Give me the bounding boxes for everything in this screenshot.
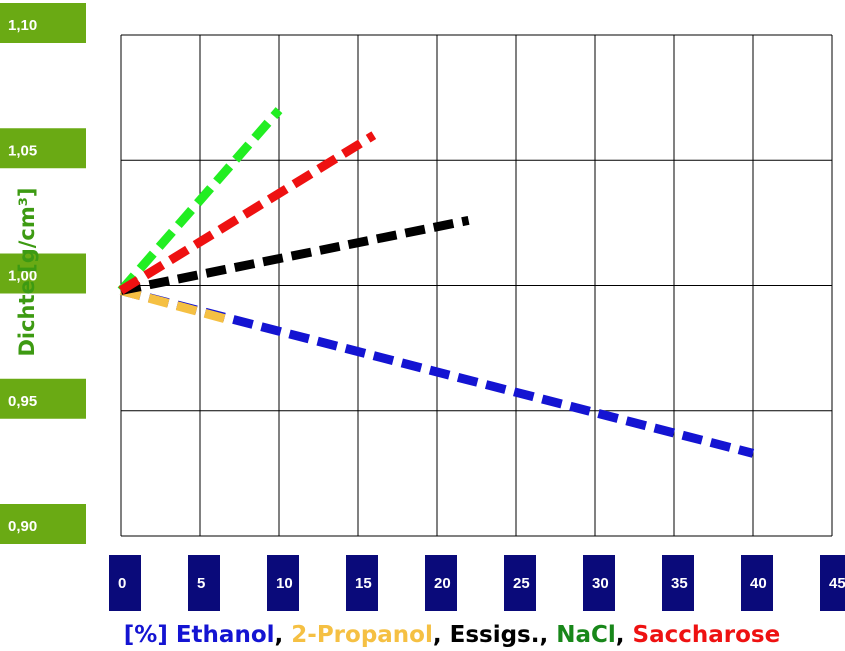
x-tick: 35 bbox=[662, 555, 694, 611]
y-tick-label: 1,10 bbox=[8, 17, 37, 34]
y-tick-label: 0,90 bbox=[8, 518, 37, 535]
x-tick-label: 20 bbox=[434, 575, 451, 592]
y-tick: 1,05 bbox=[0, 128, 86, 169]
y-tick-label: 1,00 bbox=[8, 268, 37, 285]
x-tick: 25 bbox=[504, 555, 536, 611]
x-tick-label: 40 bbox=[750, 575, 767, 592]
y-tick-labels: 1,10 1,05 1,00 0,95 0,90 bbox=[0, 3, 86, 544]
y-tick: 0,95 bbox=[0, 378, 86, 419]
x-tick-label: 0 bbox=[118, 575, 126, 592]
x-tick-label: 5 bbox=[197, 575, 205, 592]
series-line-essigs- bbox=[120, 215, 470, 295]
x-label-part: [%] Ethanol bbox=[124, 622, 275, 648]
x-tick-label: 35 bbox=[671, 575, 688, 592]
x-tick-labels: 0 5 10 15 20 25 30 35 40 45 bbox=[109, 555, 845, 611]
x-tick-label: 10 bbox=[276, 575, 293, 592]
x-tick: 0 bbox=[109, 555, 141, 611]
y-tick: 0,90 bbox=[0, 504, 86, 544]
x-label-part: , bbox=[275, 622, 292, 648]
x-tick: 10 bbox=[267, 555, 299, 611]
x-axis-label: [%] Ethanol, 2-Propanol, Essigs., NaCl, … bbox=[124, 622, 780, 648]
y-tick-label: 0,95 bbox=[8, 393, 37, 410]
x-tick: 45 bbox=[820, 555, 845, 611]
y-tick-label: 1,05 bbox=[8, 142, 37, 159]
x-label-part: , bbox=[616, 622, 633, 648]
x-label-part: , bbox=[539, 622, 556, 648]
series-lines bbox=[117, 107, 755, 458]
x-label-part: NaCl bbox=[556, 622, 616, 648]
x-label-part: , bbox=[433, 622, 450, 648]
x-tick: 5 bbox=[188, 555, 220, 611]
series-line-nacl bbox=[117, 107, 283, 294]
series-line-2-propanol bbox=[119, 286, 233, 325]
x-tick: 15 bbox=[346, 555, 378, 611]
y-tick: 1,10 bbox=[0, 3, 86, 43]
x-tick-label: 30 bbox=[592, 575, 609, 592]
series-line-ethanol bbox=[119, 286, 755, 458]
series-line-saccharose bbox=[118, 131, 377, 295]
grid-lines bbox=[120, 34, 833, 537]
x-tick-label: 15 bbox=[355, 575, 372, 592]
x-tick: 40 bbox=[741, 555, 773, 611]
y-tick: 1,00 bbox=[0, 253, 86, 294]
x-tick: 20 bbox=[425, 555, 457, 611]
y-axis-label: Dichte [g/cm³] bbox=[15, 187, 39, 356]
x-label-part: Essigs. bbox=[450, 622, 540, 648]
x-tick: 30 bbox=[583, 555, 615, 611]
x-label-part: Saccharose bbox=[633, 622, 781, 648]
x-tick-label: 45 bbox=[829, 575, 845, 592]
x-label-part: 2-Propanol bbox=[291, 622, 433, 648]
x-tick-label: 25 bbox=[513, 575, 530, 592]
